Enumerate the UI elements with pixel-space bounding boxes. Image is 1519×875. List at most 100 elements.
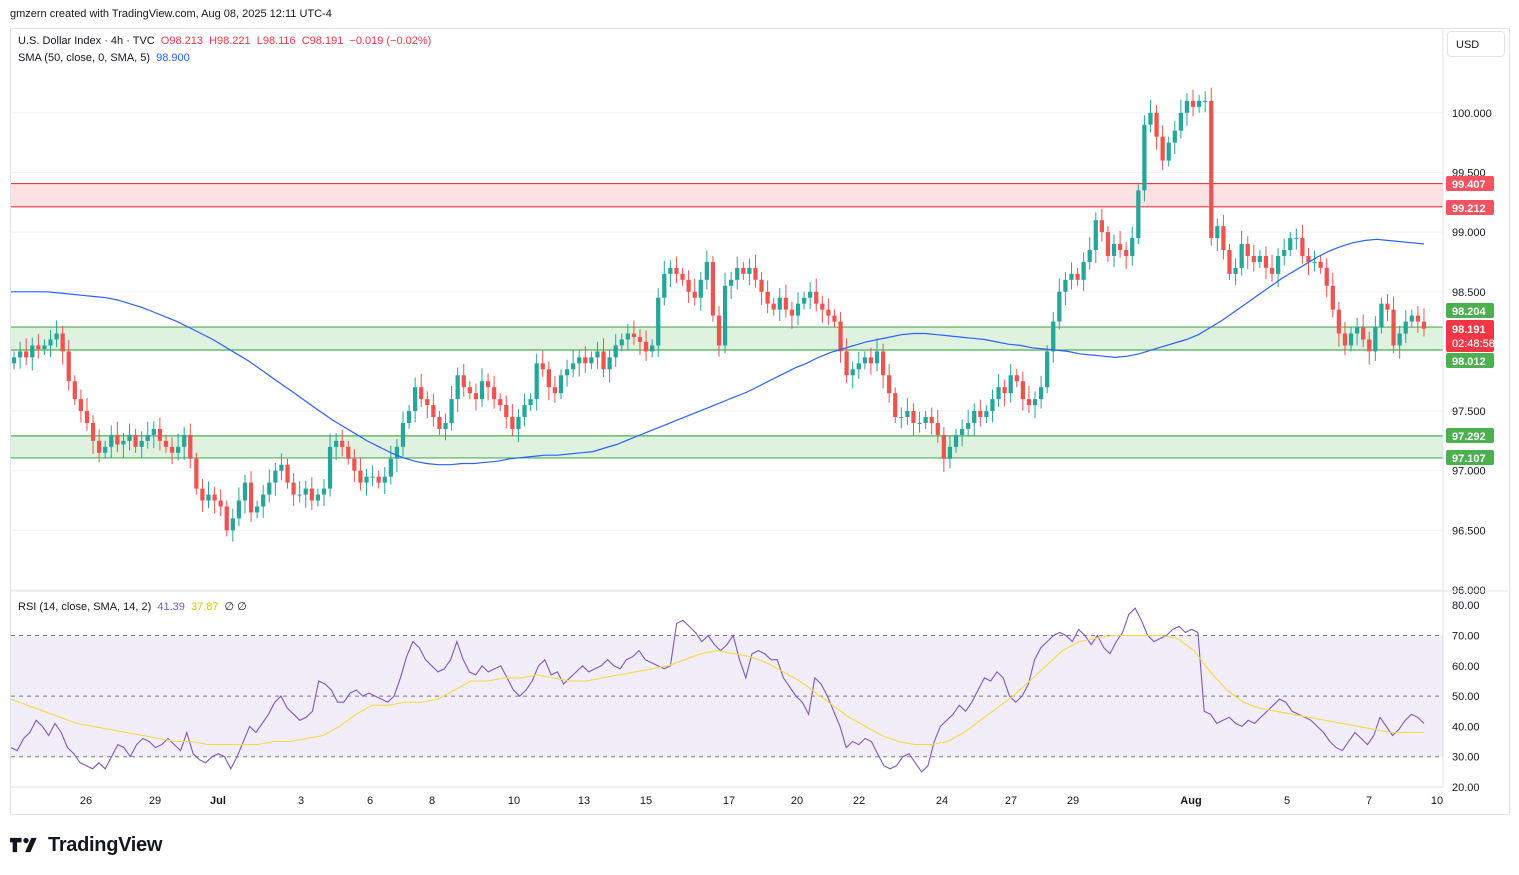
- candle-down: [826, 309, 831, 316]
- candle-down: [437, 417, 442, 429]
- candle-down: [96, 440, 102, 453]
- candle-up: [1166, 142, 1171, 161]
- candle-up: [327, 446, 333, 489]
- chart-frame[interactable]: [10, 28, 1510, 815]
- candle-up: [1233, 267, 1238, 274]
- low-value: L98.116: [256, 35, 296, 47]
- candle-down: [1002, 387, 1007, 394]
- rsi-axis-tick: 50.00: [1452, 691, 1480, 703]
- candle-down: [583, 357, 588, 364]
- candle-up: [261, 494, 266, 507]
- support-price-label: 98.012: [1452, 356, 1486, 368]
- time-axis-tick: 22: [853, 795, 865, 807]
- candle-up: [103, 446, 108, 453]
- candle-down: [461, 375, 466, 388]
- currency-button[interactable]: USD: [1447, 31, 1505, 57]
- candle-up: [109, 434, 114, 447]
- candle-up: [230, 518, 235, 531]
- time-axis-tick: 8: [429, 795, 435, 807]
- candle-up: [1051, 321, 1056, 352]
- candle-down: [72, 381, 77, 400]
- support-price-tag: [1446, 450, 1494, 465]
- candle-down: [552, 387, 558, 394]
- open-value: O98.213: [160, 35, 203, 47]
- candle-down: [1245, 244, 1250, 256]
- candle-up: [856, 363, 861, 370]
- candle-up: [953, 434, 959, 447]
- candle-down: [759, 279, 764, 292]
- candle-down: [1336, 309, 1342, 334]
- candle-up: [607, 357, 612, 370]
- tradingview-logo[interactable]: TradingView: [10, 832, 162, 858]
- candle-up: [182, 434, 187, 447]
- price-axis-tick: 97.000: [1452, 466, 1486, 478]
- candle-up: [528, 399, 533, 406]
- candle-down: [200, 488, 205, 501]
- candle-down: [710, 261, 716, 316]
- candle-down: [680, 273, 685, 280]
- candle-up: [236, 500, 242, 519]
- candle-down: [115, 434, 120, 445]
- candle-down: [492, 387, 497, 400]
- resistance-price-label: 99.407: [1452, 179, 1486, 191]
- candle-up: [297, 494, 302, 496]
- rsi-extra-values: ∅ ∅: [224, 601, 247, 613]
- candle-up: [1045, 351, 1050, 388]
- candle-up: [990, 399, 995, 412]
- candle-up: [984, 411, 989, 418]
- candle-down: [540, 363, 545, 370]
- candle-down: [1014, 375, 1019, 382]
- candle-up: [1081, 261, 1086, 280]
- support-price-tag: [1446, 303, 1494, 318]
- sma-label[interactable]: SMA (50, close, 0, SMA, 5): [18, 52, 151, 64]
- candle-up: [1403, 321, 1408, 334]
- time-axis-tick: 27: [1005, 795, 1017, 807]
- candle-up: [42, 345, 47, 350]
- candle-down: [1105, 232, 1111, 256]
- candle-up: [698, 279, 703, 298]
- rsi-label[interactable]: RSI (14, close, SMA, 14, 2): [18, 601, 152, 613]
- candle-down: [1391, 309, 1396, 346]
- time-axis-tick: 5: [1284, 795, 1290, 807]
- candle-down: [188, 434, 193, 459]
- candle-up: [735, 267, 740, 280]
- candle-up: [394, 446, 400, 459]
- candle-down: [771, 303, 776, 310]
- candle-up: [656, 297, 661, 346]
- candle-up: [267, 482, 272, 495]
- candle-up: [127, 434, 132, 441]
- candle-up: [1136, 190, 1141, 239]
- candle-down: [716, 315, 722, 346]
- time-axis-tick: 20: [791, 795, 803, 807]
- change-value: −0.019 (−0.02%): [349, 35, 432, 47]
- candle-up: [1184, 100, 1190, 113]
- candle-down: [1160, 136, 1165, 161]
- candle-down: [692, 291, 697, 298]
- candle-up: [1038, 387, 1044, 400]
- resistance-price-label: 99.212: [1452, 203, 1486, 215]
- candle-down: [844, 351, 849, 376]
- candle-down: [1124, 249, 1129, 256]
- candle-down: [346, 446, 351, 459]
- candle-down: [376, 476, 381, 483]
- candle-down: [1385, 303, 1390, 310]
- candle-down: [133, 434, 138, 447]
- resistance-price-tag: [1446, 200, 1494, 215]
- candle-up: [801, 297, 807, 304]
- candle-up: [1397, 333, 1402, 346]
- candle-down: [163, 440, 169, 447]
- candle-up: [1348, 333, 1354, 346]
- resistance-zone: [11, 183, 1443, 207]
- candle-down: [425, 399, 430, 406]
- candle-up: [534, 363, 539, 400]
- price-axis-tick: 96.500: [1452, 525, 1486, 537]
- candle-up: [650, 345, 655, 352]
- candle-up: [151, 428, 156, 435]
- candle-down: [631, 333, 637, 338]
- symbol-label[interactable]: U.S. Dollar Index · 4h · TVC: [18, 35, 155, 47]
- time-axis-tick: 24: [936, 795, 948, 807]
- candle-up: [1379, 303, 1384, 328]
- candle-up: [1354, 327, 1360, 334]
- candle-up: [558, 375, 564, 394]
